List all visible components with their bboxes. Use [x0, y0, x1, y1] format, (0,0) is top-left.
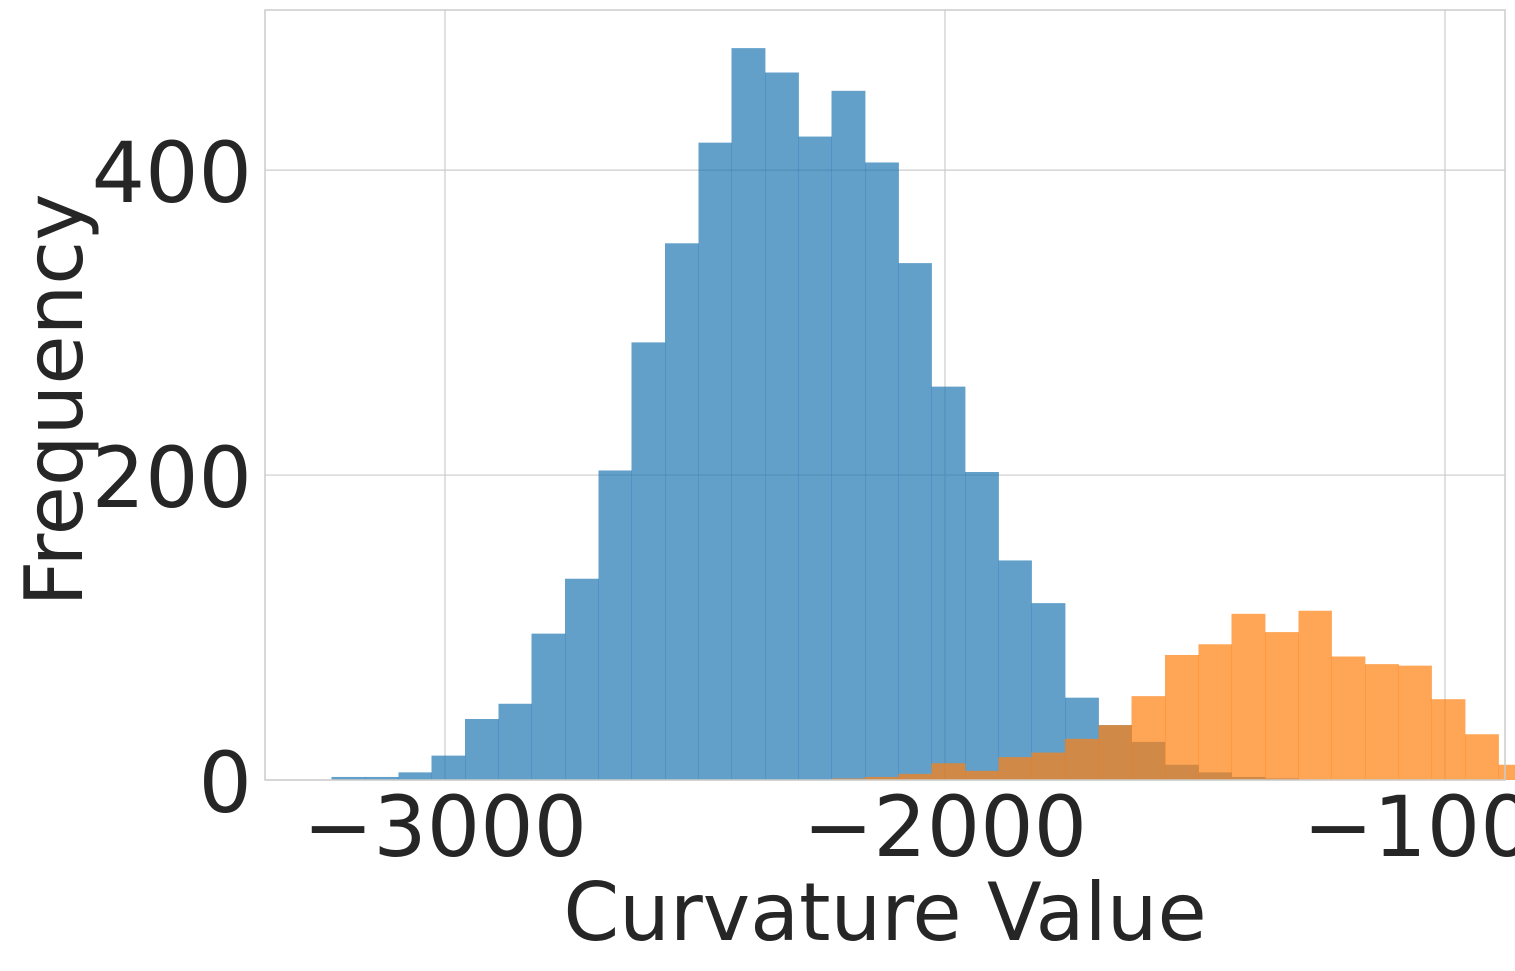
histogram-bar: [1065, 739, 1099, 780]
histogram-bar: [1432, 699, 1466, 780]
histogram-bar: [599, 470, 632, 780]
histogram-bar: [799, 137, 832, 780]
histogram-bar: [1399, 666, 1432, 780]
y-axis-label: Frequency: [8, 193, 101, 606]
y-tick-label: 0: [199, 734, 252, 832]
histogram-bar: [1365, 664, 1399, 780]
histogram-bar: [1332, 656, 1366, 780]
histogram-bar: [999, 560, 1032, 780]
histogram-bar: [999, 757, 1032, 780]
histogram-bar: [1465, 734, 1499, 780]
histogram-bar: [1199, 644, 1232, 780]
histogram-bar: [565, 579, 599, 780]
histogram-bar: [665, 243, 699, 780]
histogram-bar: [1099, 725, 1132, 780]
histogram-bar: [765, 73, 799, 780]
y-tick-label: 400: [92, 124, 252, 222]
y-tick-labels: 0 200 400: [92, 124, 252, 832]
x-tick-label: −3000: [303, 778, 587, 876]
histogram-bar: [632, 342, 666, 780]
histogram-bar: [1265, 632, 1299, 780]
histogram-bar: [432, 756, 466, 780]
histogram-bar: [832, 91, 866, 780]
histogram-bar: [1299, 611, 1332, 780]
histogram-bar: [1032, 753, 1066, 780]
x-tick-label: −2000: [803, 778, 1087, 876]
x-axis-label: Curvature Value: [563, 866, 1206, 959]
histogram-bar: [499, 704, 532, 780]
histogram-bar: [465, 719, 499, 780]
histogram-bar: [1165, 655, 1199, 780]
histogram-bar: [865, 162, 899, 780]
bars-layer: [332, 48, 1515, 780]
histogram-bar: [1232, 614, 1266, 780]
histogram-bar: [732, 48, 766, 780]
histogram-bar: [699, 143, 732, 780]
histogram-bar: [899, 263, 932, 780]
histogram-bar: [532, 634, 566, 780]
histogram-bar: [932, 387, 966, 780]
y-tick-label: 200: [92, 429, 252, 527]
histogram-bar: [965, 472, 999, 780]
histogram-bar: [1132, 696, 1166, 780]
